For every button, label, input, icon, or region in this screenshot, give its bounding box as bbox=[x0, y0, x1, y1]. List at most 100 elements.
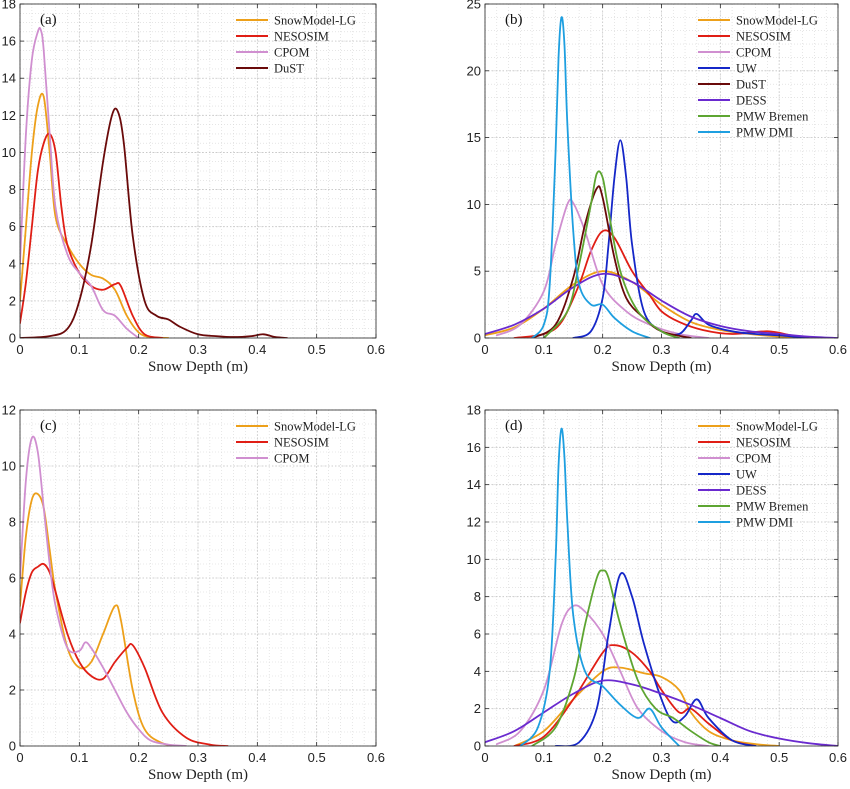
series-line-pmw-dmi bbox=[531, 16, 651, 338]
y-tick-label: 0 bbox=[474, 331, 481, 346]
series-line-pmw-dmi bbox=[519, 427, 681, 746]
series-line-cpom bbox=[20, 26, 140, 338]
x-axis-label: Snow Depth (m) bbox=[612, 767, 712, 783]
y-tick-label: 6 bbox=[9, 571, 16, 586]
legend: SnowModel-LG NESOSIM CPOM bbox=[236, 420, 356, 466]
x-tick-label: 0.4 bbox=[248, 750, 266, 765]
legend-entry: UW bbox=[736, 62, 757, 76]
x-axis-label: Snow Depth (m) bbox=[612, 359, 712, 375]
plot-area bbox=[485, 4, 838, 338]
x-tick-label: 0.1 bbox=[535, 750, 553, 765]
y-tick-label: 4 bbox=[474, 664, 481, 679]
y-tick-label: 15 bbox=[467, 130, 481, 145]
legend-entry: UW bbox=[736, 468, 757, 482]
legend-entry: CPOM bbox=[274, 452, 309, 466]
y-tick-label: 8 bbox=[9, 182, 16, 197]
series-line-snowmodel-lg bbox=[20, 492, 182, 746]
series-line-pmw-bremen bbox=[531, 569, 722, 746]
legend-entry: NESOSIM bbox=[274, 436, 329, 450]
x-tick-label: 0.3 bbox=[652, 342, 670, 357]
series-line-nesosim bbox=[513, 644, 757, 746]
series-group bbox=[485, 16, 838, 338]
y-tick-label: 0 bbox=[9, 331, 16, 346]
chart-panel-b: 0 0.1 0.2 0.3 0.4 0.5 0.6 0 5 10 15 20 25 Snow Depth … bbox=[467, 0, 848, 375]
y-tick-label: 2 bbox=[9, 293, 16, 308]
legend: SnowModel-LG NESOSIM CPOM UW DuST DESS PMW Bre… bbox=[698, 14, 818, 140]
grid bbox=[19, 3, 377, 339]
y-tick-label: 14 bbox=[467, 477, 481, 492]
series-line-dess bbox=[485, 679, 838, 746]
chart-panel-a: 0 0.1 0.2 0.3 0.4 0.5 0.6 0 2 4 6 8 10 12 14 16 18 Snow D… bbox=[2, 0, 386, 375]
legend-entry: SnowModel-LG bbox=[736, 14, 818, 28]
series-line-pmw-bremen bbox=[542, 170, 681, 338]
y-tick-label: 2 bbox=[9, 683, 16, 698]
legend-entry: NESOSIM bbox=[274, 30, 329, 44]
legend-entry: CPOM bbox=[736, 452, 771, 466]
x-tick-label: 0.2 bbox=[594, 342, 612, 357]
legend-entry: PMW DMI bbox=[736, 516, 793, 530]
x-tick-label: 0.4 bbox=[711, 342, 729, 357]
y-tick-label: 14 bbox=[2, 71, 16, 86]
series-line-cpom bbox=[20, 435, 188, 746]
x-tick-label: 0.3 bbox=[189, 342, 207, 357]
series-line-cpom bbox=[495, 604, 710, 746]
x-tick-label: 0.3 bbox=[189, 750, 207, 765]
x-tick-label: 0.5 bbox=[770, 750, 788, 765]
y-tick-label: 6 bbox=[474, 627, 481, 642]
y-tick-label: 16 bbox=[2, 34, 16, 49]
y-tick-label: 12 bbox=[2, 403, 16, 418]
series-line-uw bbox=[554, 572, 757, 746]
y-tick-label: 20 bbox=[467, 63, 481, 78]
y-tick-label: 10 bbox=[467, 552, 481, 567]
series-line-snowmodel-lg bbox=[20, 92, 170, 338]
y-tick-label: 4 bbox=[9, 627, 16, 642]
y-tick-label: 12 bbox=[2, 108, 16, 123]
y-tick-label: 8 bbox=[474, 589, 481, 604]
x-axis-label: Snow Depth (m) bbox=[148, 359, 248, 375]
x-tick-label: 0 bbox=[16, 342, 23, 357]
legend-entry: SnowModel-LG bbox=[736, 420, 818, 434]
x-tick-label: 0.6 bbox=[367, 342, 385, 357]
legend-entry: CPOM bbox=[274, 46, 309, 60]
x-tick-label: 0.1 bbox=[535, 342, 553, 357]
x-tick-label: 0 bbox=[481, 342, 488, 357]
x-tick-label: 0.1 bbox=[70, 750, 88, 765]
panel-label: (d) bbox=[505, 418, 523, 434]
x-axis-label: Snow Depth (m) bbox=[148, 767, 248, 783]
legend-entry: SnowModel-LG bbox=[274, 420, 356, 434]
y-tick-label: 6 bbox=[9, 219, 16, 234]
y-tick-label: 25 bbox=[467, 0, 481, 12]
y-tick-label: 0 bbox=[9, 739, 16, 754]
legend-entry: DESS bbox=[736, 94, 767, 108]
x-tick-label: 0.1 bbox=[70, 342, 88, 357]
panel-label: (a) bbox=[40, 12, 57, 28]
chart-panel-d: 0 0.1 0.2 0.3 0.4 0.5 0.6 0 2 4 6 8 10 12 14 16 18 Snow D… bbox=[467, 403, 848, 784]
x-tick-label: 0.3 bbox=[652, 750, 670, 765]
legend-entry: PMW Bremen bbox=[736, 500, 809, 514]
y-tick-label: 5 bbox=[474, 264, 481, 279]
y-tick-label: 16 bbox=[467, 440, 481, 455]
y-tick-label: 0 bbox=[474, 739, 481, 754]
legend: SnowModel-LG NESOSIM CPOM UW DESS PMW Bremen P… bbox=[698, 420, 818, 530]
x-tick-label: 0 bbox=[481, 750, 488, 765]
legend: SnowModel-LG NESOSIM CPOM DuST bbox=[236, 14, 356, 76]
legend-entry: SnowModel-LG bbox=[274, 14, 356, 28]
legend-entry: PMW DMI bbox=[736, 126, 793, 140]
x-tick-label: 0.5 bbox=[308, 342, 326, 357]
legend-entry: DuST bbox=[736, 78, 766, 92]
series-line-dess bbox=[485, 272, 838, 338]
x-tick-label: 0.4 bbox=[248, 342, 266, 357]
panel-label: (b) bbox=[505, 12, 523, 28]
x-tick-label: 0.2 bbox=[130, 750, 148, 765]
x-tick-label: 0.6 bbox=[829, 342, 847, 357]
x-tick-label: 0.5 bbox=[308, 750, 326, 765]
x-tick-label: 0.2 bbox=[594, 750, 612, 765]
series-group bbox=[485, 427, 838, 746]
y-tick-label: 10 bbox=[2, 459, 16, 474]
y-tick-label: 2 bbox=[474, 701, 481, 716]
y-tick-label: 10 bbox=[467, 197, 481, 212]
x-tick-label: 0.6 bbox=[829, 750, 847, 765]
legend-entry: PMW Bremen bbox=[736, 110, 809, 124]
y-tick-label: 4 bbox=[9, 256, 16, 271]
